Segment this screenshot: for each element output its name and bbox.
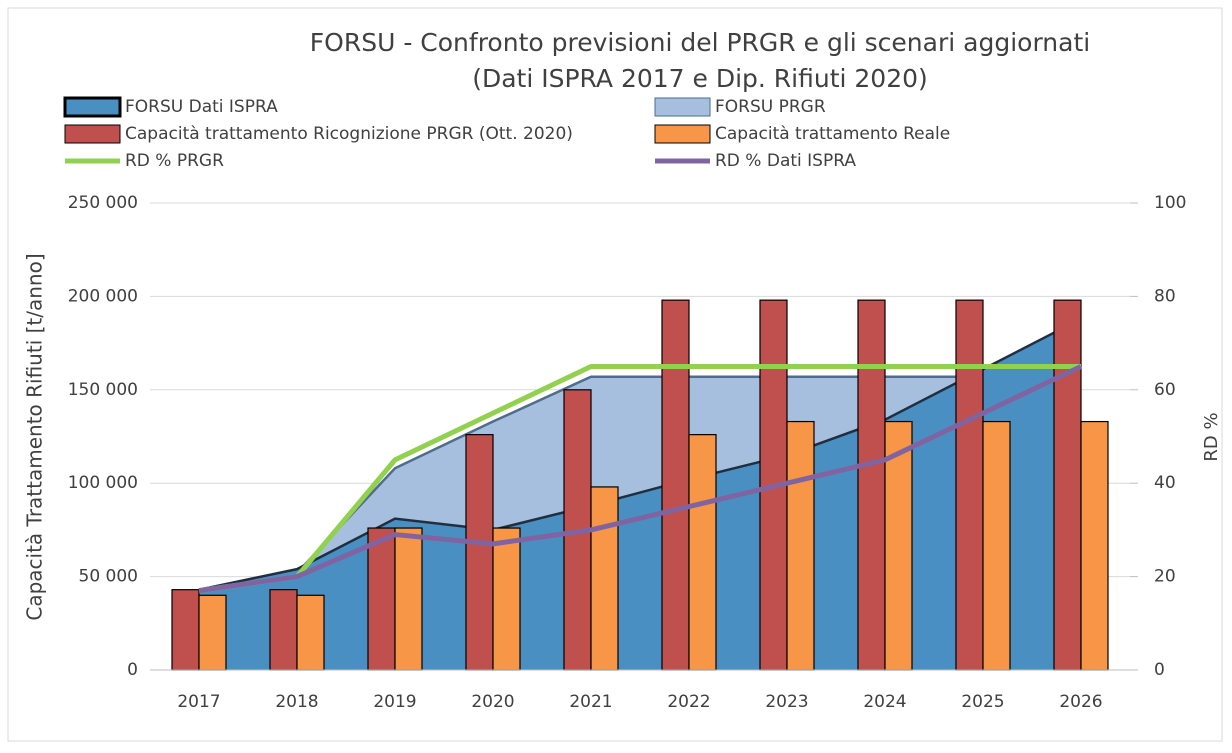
y2-tick-label: 80: [1154, 286, 1176, 306]
legend-label: FORSU PRGR: [715, 97, 826, 117]
bar: [198, 594, 227, 671]
bar: [296, 594, 325, 671]
bar: [955, 299, 984, 671]
bar: [394, 527, 423, 671]
x-tick-label: 2022: [667, 692, 710, 712]
legend-label: FORSU Dati ISPRA: [125, 97, 278, 117]
legend-label: Capacità trattamento Ricognizione PRGR (…: [125, 124, 573, 144]
x-tick-label: 2024: [863, 692, 906, 712]
y-tick-label: 150 000: [68, 380, 138, 400]
x-tick-label: 2025: [961, 692, 1004, 712]
y2-tick-label: 20: [1154, 567, 1176, 587]
bar: [269, 589, 298, 671]
y2-tick-label: 60: [1154, 380, 1176, 400]
bar: [492, 527, 521, 671]
y-tick-label: 50 000: [79, 567, 138, 587]
line: [198, 364, 1083, 594]
bar: [661, 299, 690, 671]
chart-title: FORSU - Confronto previsioni del PRGR e …: [310, 28, 1090, 57]
bar: [786, 420, 815, 671]
x-tick-label: 2017: [177, 692, 220, 712]
x-tick-label: 2021: [569, 692, 612, 712]
x-tick-label: 2018: [275, 692, 318, 712]
legend-label: Capacità trattamento Reale: [715, 124, 950, 144]
legend-label: RD % Dati ISPRA: [715, 151, 856, 171]
y-axis-label: Capacità Trattamento Rifiuti [t/anno]: [23, 253, 47, 620]
legend-swatch: [654, 124, 711, 144]
bar: [1053, 299, 1082, 671]
x-tick-label: 2019: [373, 692, 416, 712]
y-tick-label: 0: [127, 660, 138, 680]
legend-swatch: [654, 97, 711, 117]
legend-swatch: [64, 124, 121, 144]
legend-swatch: [63, 96, 122, 118]
area-outline: [198, 317, 1082, 591]
chart-subtitle: (Dati ISPRA 2017 e Dip. Rifiuti 2020): [472, 64, 928, 93]
line: [198, 363, 1081, 594]
y2-tick-label: 0: [1154, 660, 1165, 680]
y2-tick-label: 100: [1154, 193, 1186, 213]
x-tick-label: 2023: [765, 692, 808, 712]
y2-axis-label: RD %: [1201, 412, 1222, 461]
bar: [1080, 420, 1109, 671]
x-tick-label: 2020: [471, 692, 514, 712]
bar: [688, 434, 717, 671]
legend-label: RD % PRGR: [125, 151, 224, 171]
bar: [367, 527, 396, 671]
bar: [590, 486, 619, 671]
bar: [857, 299, 886, 671]
y2-tick-label: 40: [1154, 473, 1176, 493]
bar: [465, 434, 494, 671]
bar: [982, 420, 1011, 671]
y-tick-label: 200 000: [68, 286, 138, 306]
bar: [171, 589, 200, 671]
y-tick-label: 250 000: [68, 193, 138, 213]
y-tick-label: 100 000: [68, 473, 138, 493]
x-tick-label: 2026: [1059, 692, 1102, 712]
